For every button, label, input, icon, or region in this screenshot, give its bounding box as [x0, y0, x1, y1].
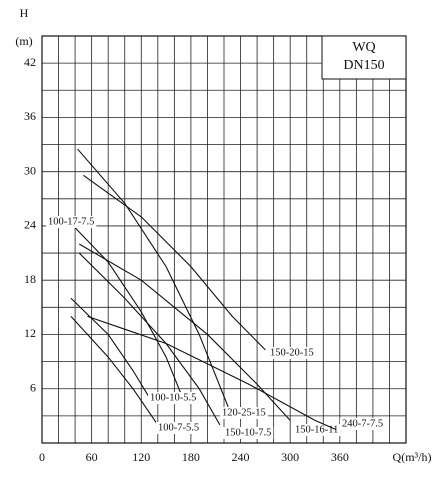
box-subtitle: DN150 [343, 58, 384, 73]
curve-label: 150-16-11 [295, 424, 338, 435]
y-tick-label: 42 [24, 55, 36, 69]
box-title: WQ [352, 40, 375, 55]
x-tick-label: 60 [86, 450, 98, 464]
label-bg [223, 427, 274, 439]
curve-label: 150-10-7.5 [225, 427, 271, 438]
label-bg [293, 424, 341, 436]
y-tick-label: 24 [24, 218, 36, 232]
x-axis-label: Q(m³/h) [393, 450, 432, 464]
x-tick-label: 120 [132, 450, 150, 464]
curve-label: 150-20-15 [270, 347, 314, 358]
label-bg [148, 392, 199, 404]
y-tick-label: 12 [24, 326, 36, 340]
x-tick-label: 240 [232, 450, 250, 464]
curve-label: 100-10-5.5 [150, 392, 196, 403]
curve-label: 120-25-15 [222, 407, 266, 418]
y-tick-label: 30 [24, 163, 36, 177]
x-tick-label: 300 [281, 450, 299, 464]
y-axis-label: H [20, 6, 29, 20]
x-tick-label: 180 [182, 450, 200, 464]
label-bg [268, 347, 316, 359]
y-tick-label: 6 [30, 380, 36, 394]
y-tick-label: 18 [24, 272, 36, 286]
plot-border [41, 35, 407, 444]
label-bg [46, 216, 97, 228]
curve [70, 316, 159, 426]
label-bg [340, 418, 386, 430]
label-bg [220, 407, 268, 419]
box [321, 35, 407, 80]
curve-label: 240-7-7.5 [342, 418, 383, 429]
label-bg [156, 422, 202, 434]
curve [77, 148, 229, 408]
x-tick-label: 360 [331, 450, 349, 464]
curve [87, 315, 336, 430]
y-axis-unit: (m) [15, 34, 32, 48]
curve-label: 100-7-5.5 [158, 422, 199, 433]
curve [83, 174, 266, 351]
curve-label: 100-17-7.5 [48, 216, 94, 227]
curve [78, 243, 291, 421]
x-tick-label: 0 [39, 450, 45, 464]
y-tick-label: 36 [24, 109, 36, 123]
curve [74, 227, 184, 398]
curve [70, 297, 151, 399]
